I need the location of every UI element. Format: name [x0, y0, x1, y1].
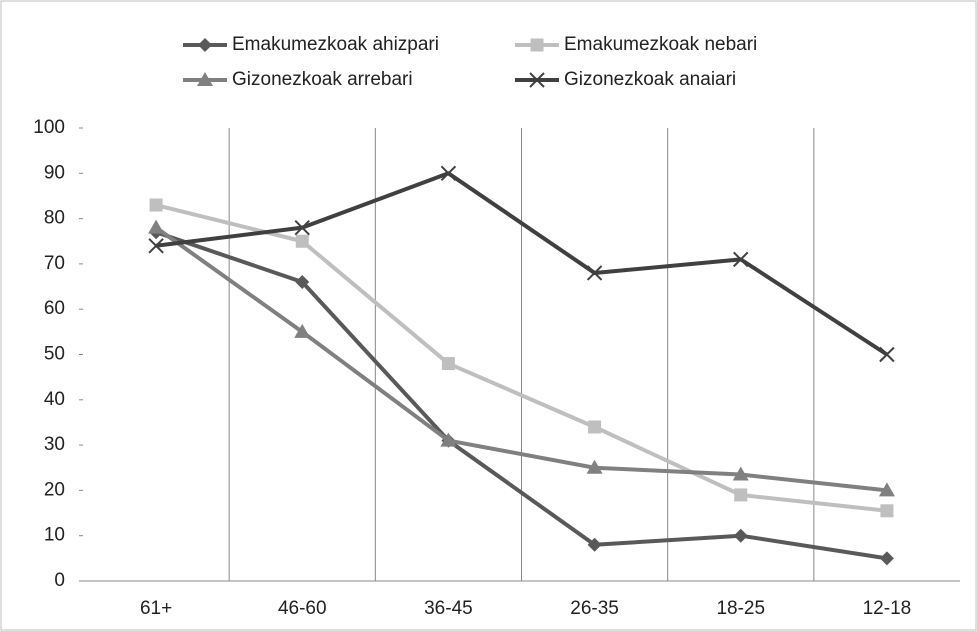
marker: [440, 432, 457, 447]
series-line: [155, 203, 888, 513]
marker: [879, 551, 894, 566]
marker: [441, 357, 455, 371]
marker: [878, 482, 895, 497]
marker: [586, 459, 603, 474]
marker: [879, 346, 895, 363]
marker: [440, 165, 457, 182]
marker: [587, 537, 602, 552]
y-tick-label: 50: [44, 344, 65, 365]
marker: [148, 238, 164, 254]
marker: [733, 528, 748, 543]
x-tick-label: 46-60: [278, 598, 327, 619]
y-tick-label: 80: [44, 208, 65, 229]
marker: [734, 488, 748, 502]
series-line: [155, 230, 888, 561]
y-tick-label: 90: [44, 162, 65, 183]
legend-label: Gizonezkoak arrebari: [232, 69, 413, 90]
y-tick-label: 0: [54, 570, 65, 591]
legend-label: Emakumezkoak nebari: [564, 34, 757, 55]
marker: [530, 38, 544, 52]
marker: [733, 251, 749, 268]
x-tick-label: 61+: [140, 598, 172, 619]
legend-label: Emakumezkoak ahizpari: [232, 34, 439, 55]
x-tick-label: 26-35: [570, 598, 619, 619]
marker: [149, 198, 163, 212]
marker: [529, 72, 545, 88]
y-tick-label: 20: [44, 479, 65, 500]
marker: [148, 219, 165, 234]
marker: [586, 265, 603, 281]
marker: [880, 504, 894, 518]
x-tick-label: 12-18: [863, 598, 912, 619]
y-tick-label: 60: [44, 298, 65, 319]
y-tick-label: 30: [44, 434, 65, 455]
series-line: [155, 171, 889, 357]
marker: [294, 323, 311, 338]
marker: [197, 72, 213, 86]
y-tick-label: 40: [44, 389, 65, 410]
marker: [295, 234, 309, 248]
marker: [295, 275, 310, 290]
y-tick-label: 100: [33, 117, 65, 138]
marker: [198, 38, 212, 52]
marker: [588, 420, 602, 434]
y-tick-label: 70: [44, 253, 65, 274]
x-tick-label: 18-25: [716, 598, 765, 619]
legend-label: Gizonezkoak anaiari: [564, 69, 736, 90]
marker: [294, 219, 310, 236]
y-tick-label: 10: [44, 525, 65, 546]
series-line: [154, 226, 888, 493]
marker: [732, 466, 749, 481]
x-tick-label: 36-45: [424, 598, 473, 619]
